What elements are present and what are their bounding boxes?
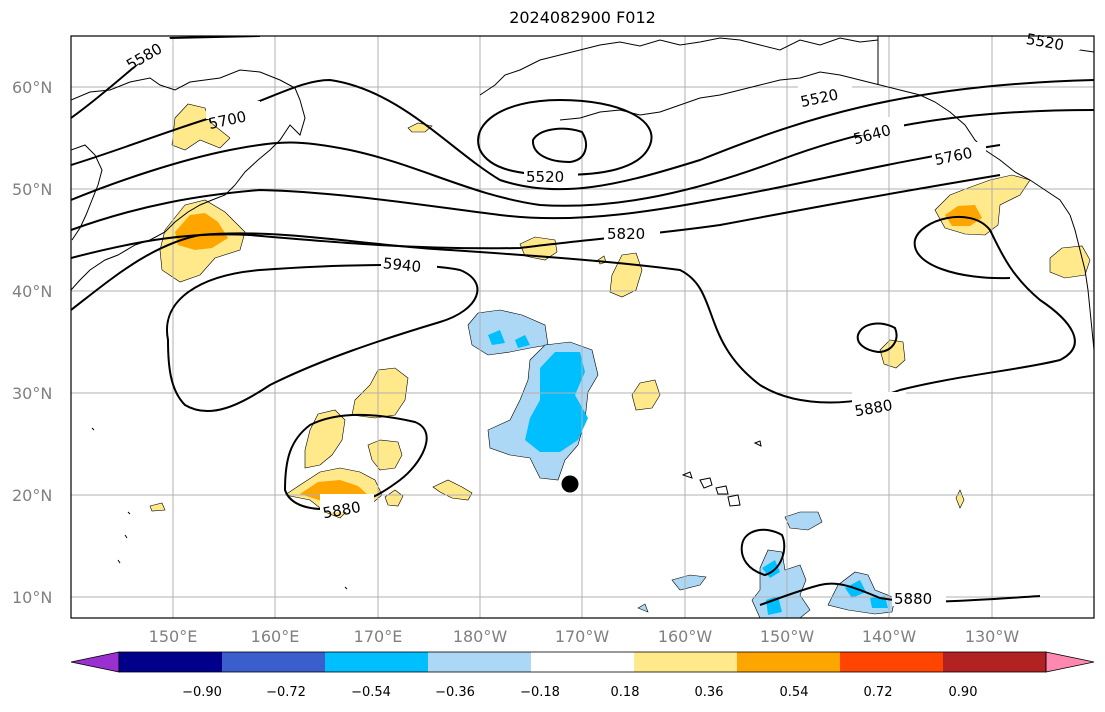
colorbar-segment — [222, 652, 326, 672]
positive-area — [384, 489, 404, 507]
lat-label: 50°N — [12, 180, 52, 199]
lat-label: 10°N — [12, 588, 52, 607]
lat-label: 30°N — [12, 384, 52, 403]
contour-labels: 5580 5700 5520 5520 5520 5640 5760 5820 … — [118, 28, 1080, 608]
contour-label: 5880 — [894, 590, 932, 608]
contour-5940 — [165, 264, 479, 413]
negative-area — [515, 335, 530, 348]
positive-area — [1049, 245, 1091, 279]
contour-5640 — [71, 109, 1094, 207]
lat-label: 20°N — [12, 486, 52, 505]
colorbar-segment — [531, 652, 635, 672]
colorbar-label: 0.18 — [611, 685, 640, 700]
latitude-labels: 60°N 50°N 40°N 30°N 20°N 10°N — [12, 78, 52, 607]
colorbar-label: −0.90 — [182, 685, 222, 700]
negative-area — [525, 352, 588, 452]
lon-label: 150°W — [760, 627, 815, 646]
lat-label: 40°N — [12, 282, 52, 301]
contour-label: 5820 — [607, 225, 645, 243]
positive-area — [945, 205, 982, 226]
colorbar-segment — [840, 652, 944, 672]
positive-area — [631, 379, 661, 411]
positive-area — [609, 252, 643, 298]
colorbar-segment — [119, 652, 223, 672]
lon-label: 180°W — [453, 627, 508, 646]
contour-small-ring — [856, 322, 898, 354]
lon-label: 170°E — [354, 627, 403, 646]
colorbar-label: −0.36 — [435, 685, 475, 700]
positive-area — [879, 339, 906, 369]
contour-5880-jet — [71, 215, 1076, 404]
positive-area — [955, 489, 965, 509]
contour-5880-south — [759, 582, 1041, 606]
negative-area — [637, 603, 649, 613]
contour-5520-inner — [531, 127, 587, 164]
colorbar-label: −0.54 — [351, 685, 391, 700]
contour-south-ring — [740, 528, 786, 577]
lon-label: 150°E — [149, 627, 198, 646]
colorbar-label: 0.90 — [949, 685, 978, 700]
colorbar-segment — [943, 652, 1047, 672]
negative-area — [671, 574, 707, 591]
positive-area — [304, 409, 346, 469]
position-marker — [561, 475, 579, 493]
colorbar-segment — [428, 652, 532, 672]
map-frame — [70, 35, 1095, 619]
colorbar-arrow-left — [70, 651, 120, 673]
positive-area — [149, 502, 166, 512]
colorbar-label: 0.72 — [864, 685, 893, 700]
negative-area — [784, 511, 823, 531]
positive-area — [432, 479, 473, 501]
contour-label: 5520 — [526, 168, 564, 186]
map-title: 2024082900 F012 — [509, 8, 656, 27]
lon-label: 170°W — [555, 627, 610, 646]
colorbar-arrow-right — [1045, 651, 1095, 673]
contour-5760 — [71, 144, 1001, 231]
lat-label: 60°N — [12, 78, 52, 97]
colorbar-label: 0.54 — [780, 685, 809, 700]
negative-area — [488, 330, 505, 345]
contour-label: 5520 — [1025, 30, 1066, 54]
colorbar-label: 0.36 — [695, 685, 724, 700]
colorbar-label: −0.72 — [266, 685, 306, 700]
coastlines — [71, 36, 1094, 590]
lon-label: 160°E — [251, 627, 300, 646]
contour-label: 5940 — [382, 254, 422, 276]
colorbar — [70, 651, 1095, 673]
colorbar-segment — [737, 652, 841, 672]
colorbar-segment — [325, 652, 429, 672]
positive-area — [367, 439, 403, 471]
colorbar-outline — [118, 651, 1047, 673]
contour-5520-low — [477, 98, 653, 177]
lon-label: 130°W — [965, 627, 1020, 646]
colorbar-label: −0.18 — [520, 685, 560, 700]
positive-area — [175, 213, 228, 250]
colorbar-labels: −0.90 −0.72 −0.54 −0.36 −0.18 0.18 0.36 … — [182, 685, 977, 700]
colorbar-segment — [634, 652, 738, 672]
positive-area — [171, 103, 231, 151]
lon-label: 160°W — [658, 627, 713, 646]
longitude-labels: 150°E 160°E 170°E 180°W 170°W 160°W 150°… — [149, 627, 1020, 646]
lon-label: 140°W — [862, 627, 917, 646]
